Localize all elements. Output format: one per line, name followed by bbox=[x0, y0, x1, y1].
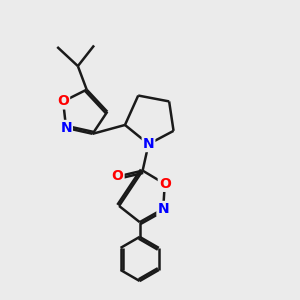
Text: O: O bbox=[159, 177, 171, 191]
Text: N: N bbox=[60, 121, 72, 135]
Text: O: O bbox=[57, 94, 69, 108]
Text: O: O bbox=[112, 169, 124, 184]
Text: N: N bbox=[158, 202, 169, 216]
Text: N: N bbox=[143, 137, 154, 151]
